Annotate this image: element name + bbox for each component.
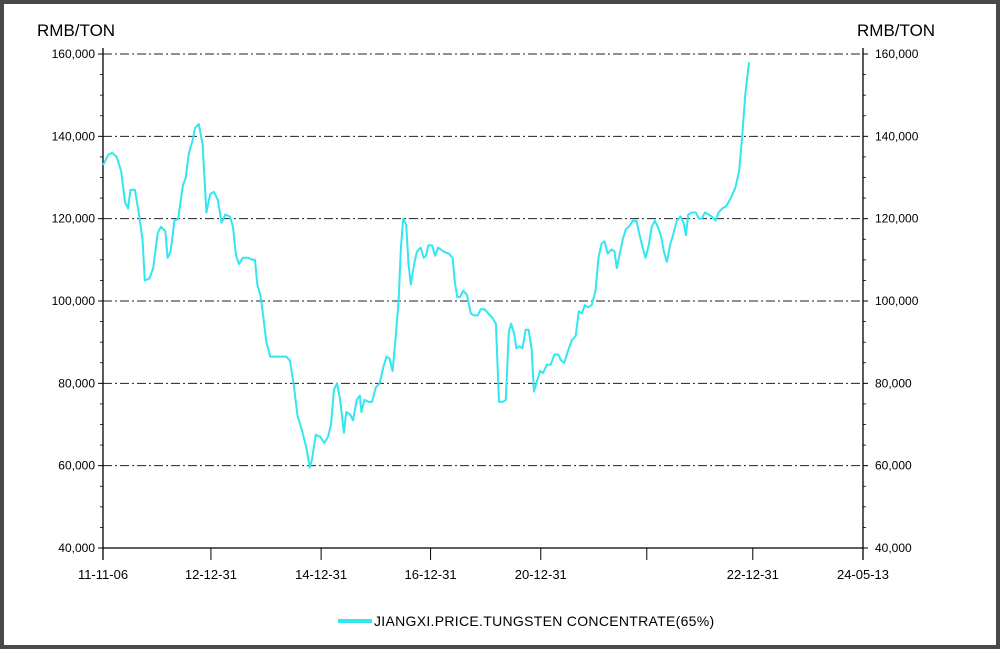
- y-tick-label-left: 100,000: [52, 294, 96, 308]
- y-tick-label-right: 40,000: [875, 541, 912, 555]
- x-tick-label: 24-05-13: [837, 567, 889, 582]
- x-tick-label: 20-12-31: [515, 567, 567, 582]
- x-tick-label: 12-12-31: [185, 567, 237, 582]
- x-tick-label: 11-11-06: [78, 567, 128, 582]
- chart-svg: 40,000 40,000 60,000 60,000 80,000 80,000 100,…: [4, 4, 996, 645]
- y-tick-label-right: 80,000: [875, 376, 912, 390]
- y-tick-label-left: 140,000: [52, 129, 96, 143]
- y-tick-label-left: 160,000: [52, 47, 96, 61]
- y-tick-label-right: 120,000: [875, 212, 919, 226]
- chart-background: [4, 4, 996, 645]
- y-tick-label-right: 100,000: [875, 294, 919, 308]
- legend-label: JIANGXI.PRICE.TUNGSTEN CONCENTRATE(65%): [374, 613, 714, 629]
- y-tick-label-left: 80,000: [58, 376, 95, 390]
- x-ticks: 11-11-06 12-12-31 14-12-31 16-12-31 20-12-31…: [78, 548, 889, 582]
- y-tick-label-left: 60,000: [58, 459, 95, 473]
- y-tick-label-right: 140,000: [875, 129, 919, 143]
- y-ticks: 40,000 40,000 60,000 60,000 80,000 80,000 100,…: [52, 47, 919, 555]
- right-y-unit-label: RMB/TON: [857, 21, 935, 40]
- left-y-unit-label: RMB/TON: [37, 21, 115, 40]
- x-tick-label: 22-12-31: [727, 567, 779, 582]
- legend: JIANGXI.PRICE.TUNGSTEN CONCENTRATE(65%): [338, 613, 714, 629]
- y-tick-label-right: 60,000: [875, 459, 912, 473]
- x-tick-label: 14-12-31: [295, 567, 347, 582]
- y-tick-label-left: 40,000: [58, 541, 95, 555]
- y-tick-label-right: 160,000: [875, 47, 919, 61]
- series-line-jiangxi-tungsten: [102, 62, 750, 469]
- x-tick-label: 16-12-31: [405, 567, 457, 582]
- y-tick-label-left: 120,000: [52, 212, 96, 226]
